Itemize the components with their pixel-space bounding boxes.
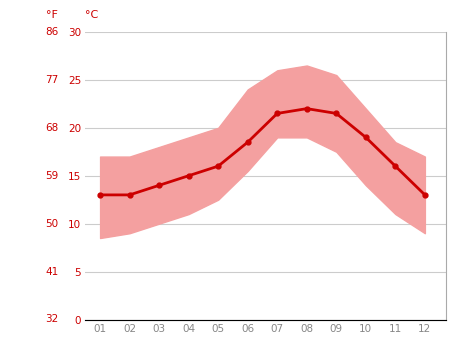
Text: 86: 86 [45,27,58,37]
Text: 68: 68 [45,123,58,133]
Text: °C: °C [85,10,99,21]
Text: 59: 59 [45,171,58,181]
Text: 50: 50 [45,219,58,229]
Text: °F: °F [46,10,58,21]
Text: 41: 41 [45,267,58,277]
Text: 32: 32 [45,315,58,324]
Text: 77: 77 [45,75,58,85]
